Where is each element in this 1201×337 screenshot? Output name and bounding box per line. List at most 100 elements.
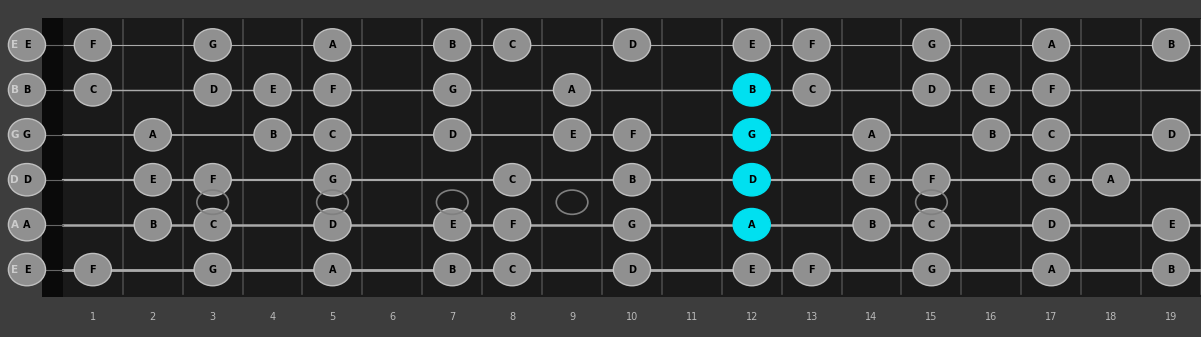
Text: F: F: [90, 40, 96, 50]
Ellipse shape: [614, 253, 651, 286]
Text: 13: 13: [806, 312, 818, 322]
Ellipse shape: [195, 74, 232, 106]
Text: 14: 14: [866, 312, 878, 322]
Ellipse shape: [614, 209, 651, 241]
Ellipse shape: [434, 119, 471, 151]
Text: G: G: [11, 130, 19, 140]
Text: D: D: [628, 40, 637, 50]
Text: D: D: [1167, 130, 1175, 140]
Text: A: A: [329, 265, 336, 275]
Text: A: A: [149, 130, 156, 140]
Text: B: B: [23, 85, 31, 95]
Ellipse shape: [1033, 119, 1070, 151]
Ellipse shape: [1033, 29, 1070, 61]
Text: G: G: [448, 85, 456, 95]
Ellipse shape: [74, 29, 112, 61]
Text: E: E: [11, 265, 18, 275]
Bar: [42, 18, 1201, 297]
Ellipse shape: [853, 209, 890, 241]
Ellipse shape: [195, 29, 232, 61]
Ellipse shape: [1033, 209, 1070, 241]
Text: C: C: [508, 40, 515, 50]
Ellipse shape: [313, 253, 351, 286]
Text: G: G: [23, 130, 31, 140]
Text: G: G: [209, 265, 216, 275]
Text: C: C: [508, 175, 515, 185]
Ellipse shape: [494, 253, 531, 286]
Text: G: G: [1047, 175, 1056, 185]
Text: C: C: [808, 85, 815, 95]
Ellipse shape: [8, 253, 46, 286]
Ellipse shape: [733, 209, 770, 241]
Text: A: A: [748, 220, 755, 230]
Ellipse shape: [1033, 163, 1070, 196]
Text: E: E: [269, 85, 276, 95]
Ellipse shape: [1153, 209, 1190, 241]
Text: G: G: [628, 220, 637, 230]
Ellipse shape: [195, 163, 232, 196]
Ellipse shape: [793, 74, 830, 106]
Text: E: E: [24, 265, 30, 275]
Ellipse shape: [733, 163, 770, 196]
Text: 7: 7: [449, 312, 455, 322]
Text: D: D: [1047, 220, 1056, 230]
Ellipse shape: [733, 119, 770, 151]
Ellipse shape: [74, 74, 112, 106]
Text: B: B: [448, 265, 456, 275]
Text: 16: 16: [985, 312, 998, 322]
Text: B: B: [448, 40, 456, 50]
Ellipse shape: [434, 29, 471, 61]
Ellipse shape: [853, 119, 890, 151]
Ellipse shape: [8, 29, 46, 61]
Ellipse shape: [793, 253, 830, 286]
Text: B: B: [628, 175, 635, 185]
Text: F: F: [509, 220, 515, 230]
Text: A: A: [11, 220, 19, 230]
Text: E: E: [569, 130, 575, 140]
Text: G: G: [328, 175, 336, 185]
Text: D: D: [11, 175, 19, 185]
Text: D: D: [328, 220, 336, 230]
Text: F: F: [1048, 85, 1054, 95]
Text: B: B: [11, 85, 19, 95]
Ellipse shape: [733, 253, 770, 286]
Text: B: B: [1167, 265, 1175, 275]
Ellipse shape: [1153, 253, 1190, 286]
Text: B: B: [1167, 40, 1175, 50]
Text: 10: 10: [626, 312, 638, 322]
Text: G: G: [927, 265, 936, 275]
Ellipse shape: [494, 209, 531, 241]
Text: 18: 18: [1105, 312, 1117, 322]
Text: 1: 1: [90, 312, 96, 322]
Text: A: A: [1047, 40, 1054, 50]
Bar: [42, 18, 62, 297]
Text: F: F: [209, 175, 216, 185]
Text: B: B: [748, 85, 755, 95]
Text: 11: 11: [686, 312, 698, 322]
Ellipse shape: [733, 74, 770, 106]
Text: F: F: [808, 265, 815, 275]
Ellipse shape: [614, 29, 651, 61]
Text: G: G: [927, 40, 936, 50]
Ellipse shape: [313, 119, 351, 151]
Text: F: F: [628, 130, 635, 140]
Text: E: E: [24, 40, 30, 50]
Ellipse shape: [913, 163, 950, 196]
Text: D: D: [628, 265, 637, 275]
Text: B: B: [987, 130, 996, 140]
Text: A: A: [1107, 175, 1115, 185]
Text: G: G: [748, 130, 755, 140]
Ellipse shape: [195, 253, 232, 286]
Text: 19: 19: [1165, 312, 1177, 322]
Ellipse shape: [253, 119, 291, 151]
Ellipse shape: [313, 163, 351, 196]
Ellipse shape: [913, 253, 950, 286]
Text: A: A: [1047, 265, 1054, 275]
Ellipse shape: [1153, 119, 1190, 151]
Text: 15: 15: [925, 312, 938, 322]
Text: 6: 6: [389, 312, 395, 322]
Text: 8: 8: [509, 312, 515, 322]
Text: E: E: [868, 175, 874, 185]
Ellipse shape: [8, 209, 46, 241]
Ellipse shape: [8, 119, 46, 151]
